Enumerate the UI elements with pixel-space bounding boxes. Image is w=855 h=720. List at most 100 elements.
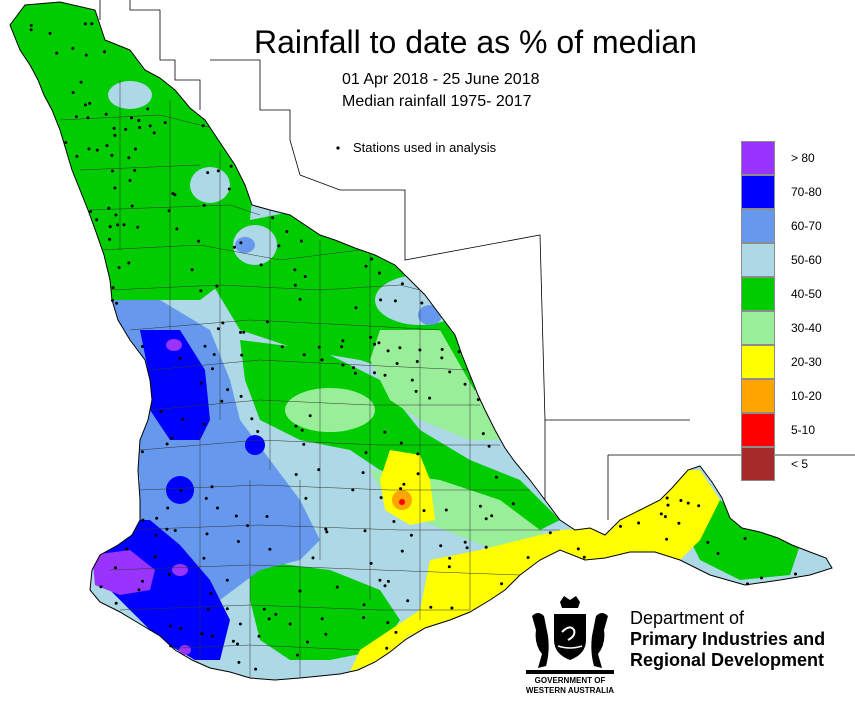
station-dot [167, 209, 171, 213]
station-dot [385, 646, 389, 650]
station-dot [116, 223, 120, 227]
station-dot [178, 356, 182, 360]
station-dot [448, 556, 452, 560]
station-dot [103, 50, 106, 54]
station-dot [277, 244, 281, 248]
government-line-1: GOVERNMENT OF [534, 676, 606, 685]
station-dot [238, 622, 242, 626]
legend-label: 5-10 [791, 423, 816, 437]
station-dot [240, 353, 244, 357]
station-dot [256, 430, 260, 433]
station-dot [175, 227, 179, 231]
station-dot [383, 584, 387, 588]
station-dot [179, 489, 183, 492]
station-dot [167, 573, 171, 577]
station-dot [153, 555, 157, 559]
station-dot [293, 268, 297, 272]
station-dot [111, 299, 114, 302]
station-dot [127, 261, 131, 265]
station-dot [369, 335, 373, 339]
station-dot [225, 607, 229, 611]
legend-label: > 80 [791, 151, 815, 165]
station-dot [201, 124, 205, 128]
station-dot [400, 282, 404, 286]
station-dot [152, 131, 156, 135]
station-dot [303, 275, 307, 278]
station-dot [490, 514, 494, 518]
station-dot [511, 502, 515, 506]
station-dot [99, 585, 103, 589]
station-dot [89, 210, 93, 213]
station-dot [447, 565, 451, 569]
station-dot [232, 245, 236, 249]
station-dot [104, 112, 108, 116]
station-dot [169, 644, 173, 648]
station-dot [146, 107, 150, 111]
station-dot [271, 216, 275, 220]
station-dot [386, 579, 390, 583]
station-dot [165, 442, 169, 446]
zone-70-80-perth [140, 330, 210, 440]
station-dot [141, 579, 144, 583]
station-dot [457, 350, 461, 354]
station-dot [95, 148, 99, 152]
station-dot [500, 582, 504, 586]
station-dot [212, 353, 216, 356]
station-dot [114, 213, 118, 217]
station-dot [362, 616, 366, 620]
legend-swatch [741, 277, 775, 311]
station-dot [400, 549, 404, 553]
station-dot [215, 284, 219, 288]
station-dot [378, 578, 382, 582]
station-dot [414, 389, 418, 393]
station-dot [239, 394, 243, 398]
station-dot [225, 578, 229, 582]
station-dot [265, 320, 269, 324]
legend-swatch [741, 175, 775, 209]
coastline [9, 1, 833, 681]
legend-swatch [741, 447, 775, 481]
station-dot [306, 640, 309, 644]
station-dot [205, 532, 209, 536]
station-dot [285, 230, 289, 233]
station-dot [130, 116, 133, 120]
legend-swatch [741, 413, 775, 447]
legend-swatch [741, 379, 775, 413]
station-dot [206, 171, 210, 175]
station-dot [484, 517, 488, 521]
station-dot [83, 22, 87, 26]
station-dot [90, 22, 94, 26]
zone-over-80-north [166, 339, 182, 351]
station-dot [234, 514, 238, 518]
station-dot [416, 472, 420, 476]
station-dot [246, 524, 250, 528]
station-dot [298, 297, 302, 301]
station-dot [288, 622, 292, 626]
station-dot [463, 540, 467, 544]
station-dot [262, 607, 266, 611]
station-dot [465, 546, 469, 550]
station-dot [373, 371, 376, 375]
legend-swatch [741, 311, 775, 345]
region-boundaries [99, 0, 855, 520]
station-dot [173, 529, 177, 532]
station-dot [86, 116, 90, 120]
station-dot [373, 342, 377, 346]
station-dot [410, 378, 414, 382]
station-dot [88, 101, 92, 105]
station-dot [140, 450, 144, 454]
station-dot [317, 345, 321, 349]
station-dot [386, 621, 390, 625]
baseline-label: Median rainfall 1975- 2017 [342, 93, 532, 110]
station-dot [324, 527, 328, 531]
station-dot [87, 147, 91, 151]
station-dot [137, 588, 141, 592]
station-dot [364, 451, 368, 455]
station-dot [108, 237, 112, 241]
station-dot [113, 133, 117, 137]
wa-coat-of-arms-icon [526, 596, 614, 674]
station-dot [79, 80, 83, 84]
station-dot [124, 127, 128, 131]
station-dot [428, 396, 432, 400]
station-markers [29, 22, 797, 671]
